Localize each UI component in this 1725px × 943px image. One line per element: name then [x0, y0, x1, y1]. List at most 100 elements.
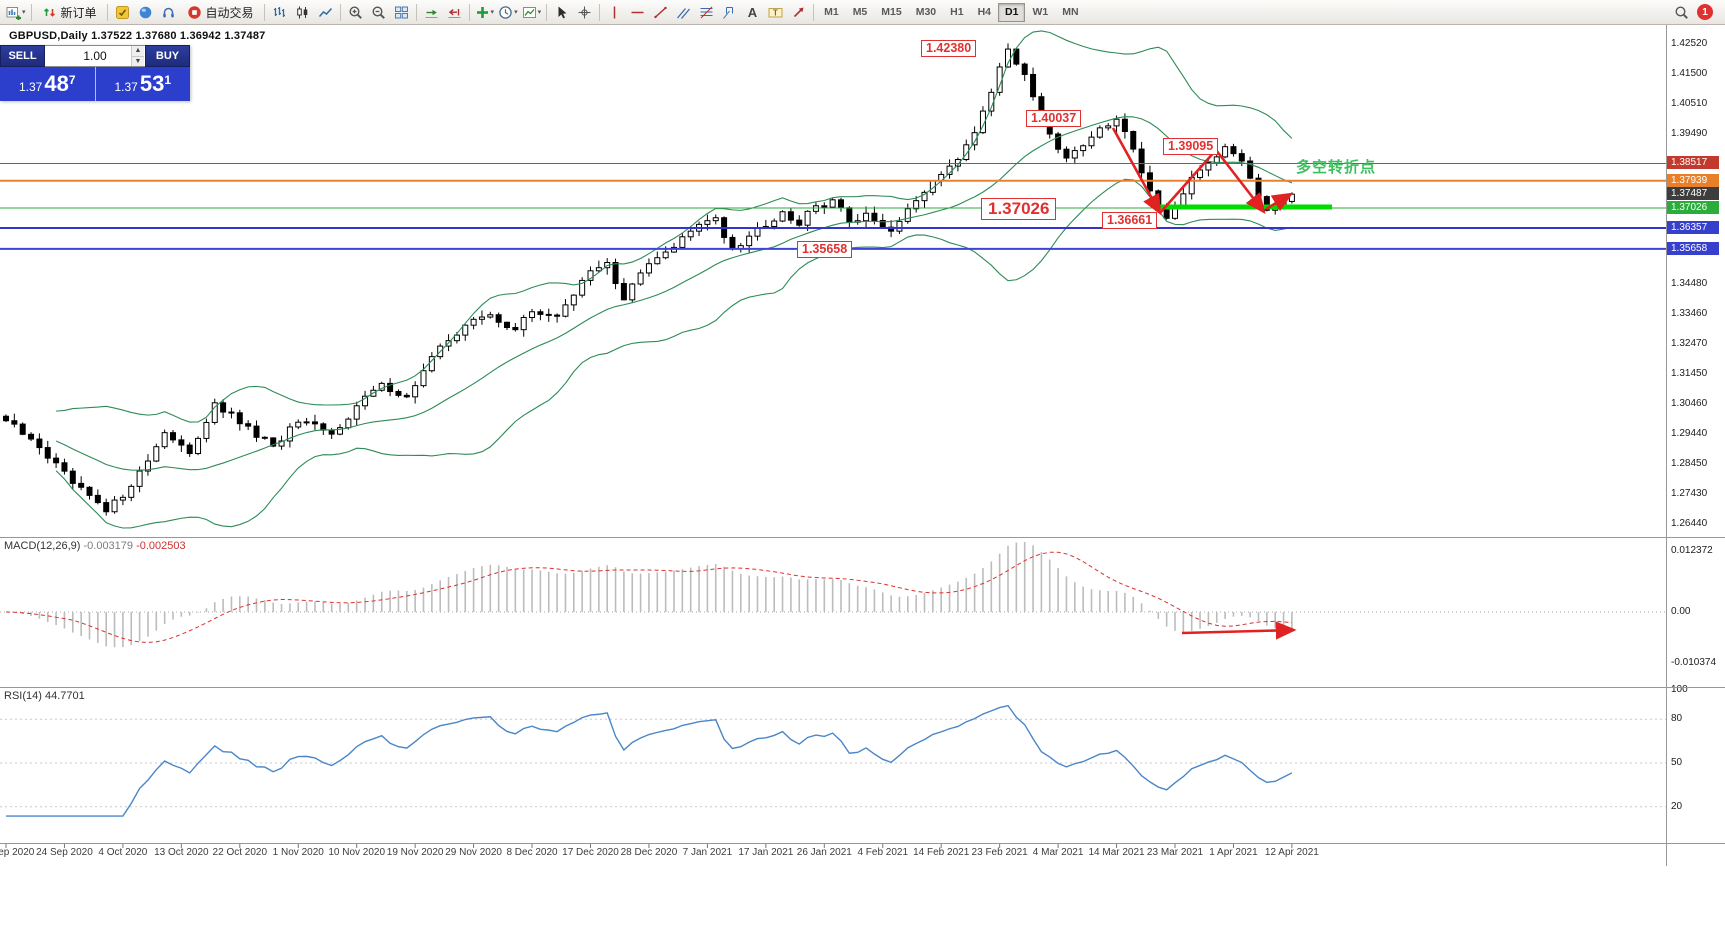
price-annotation[interactable]: 1.36661	[1102, 212, 1158, 229]
fibonacci-icon	[699, 5, 714, 20]
trend-arrows-annotation	[1111, 127, 1294, 216]
support-zone-line	[1156, 204, 1332, 210]
macd-arrow-annotation	[1181, 621, 1297, 640]
sell-price[interactable]: 1.37 48 7	[0, 67, 96, 101]
volume-up-button[interactable]: ▲	[132, 46, 144, 56]
new-chart-icon[interactable]: ▾	[4, 2, 28, 23]
channel-icon[interactable]	[672, 2, 695, 23]
horizontal-line-icon[interactable]	[626, 2, 649, 23]
price-annotation[interactable]: 1.40037	[1026, 110, 1082, 127]
chevron-down-icon: ▾	[514, 9, 518, 16]
volume-down-button[interactable]: ▼	[132, 55, 144, 66]
refresh-icon[interactable]	[134, 2, 157, 23]
sell-price-big: 48	[44, 71, 69, 96]
timeframe-mn-button[interactable]: MN	[1055, 3, 1085, 22]
toolbar-separator	[415, 3, 417, 21]
channel-icon	[676, 5, 691, 20]
metaeditor-icon[interactable]	[111, 2, 134, 23]
toolbar-separator	[468, 3, 470, 21]
svg-text:T: T	[773, 8, 778, 17]
vertical-line-icon[interactable]	[603, 2, 626, 23]
price-annotation[interactable]: 1.39095	[1163, 138, 1219, 155]
arrow-symbol-icon[interactable]	[787, 2, 810, 23]
timeframe-m5-button[interactable]: M5	[846, 3, 875, 22]
price-annotation[interactable]: 1.35658	[797, 241, 853, 258]
zoom-in-icon	[348, 5, 363, 20]
timeframe-m30-button[interactable]: M30	[909, 3, 943, 22]
price-annotation[interactable]: 1.37026	[981, 198, 1057, 220]
panel-separator[interactable]	[0, 687, 1725, 688]
bar-chart-icon[interactable]	[268, 2, 291, 23]
andrews-pitchfork-icon[interactable]	[718, 2, 741, 23]
crosshair-icon	[577, 5, 592, 20]
toolbar: ▾ 新订单 自动交易 ▾ ▾ ▾ A T M1 M5 M15 M30 H1 H4 D1 W1 MN 1	[0, 0, 1725, 25]
auto-scroll-icon[interactable]	[420, 2, 443, 23]
buy-button[interactable]: BUY	[145, 45, 190, 67]
rsi-panel	[0, 704, 1666, 817]
refresh-icon	[138, 5, 153, 20]
templates-icon	[522, 5, 537, 20]
rsi-label: RSI(14) 44.7701	[4, 690, 85, 702]
text-label-icon[interactable]: T	[764, 2, 787, 23]
chart-shift-icon[interactable]	[443, 2, 466, 23]
buy-price[interactable]: 1.37 53 1	[96, 67, 191, 101]
buy-price-big: 53	[139, 71, 165, 96]
indicators-icon[interactable]: ▾	[473, 2, 497, 23]
search-icon	[1674, 5, 1689, 20]
panel-separator[interactable]	[0, 843, 1725, 844]
tile-windows-icon[interactable]	[390, 2, 413, 23]
trendline-icon	[653, 5, 668, 20]
pivot-point-note[interactable]: 多空转折点	[1296, 159, 1377, 176]
indicators-icon	[475, 5, 490, 20]
timeframe-m15-button[interactable]: M15	[874, 3, 908, 22]
timeframe-w1-button[interactable]: W1	[1025, 3, 1055, 22]
volume-spinner[interactable]: ▲ ▼	[131, 46, 144, 66]
chart-shift-icon	[447, 5, 462, 20]
fibonacci-icon[interactable]	[695, 2, 718, 23]
candlestick-icon	[295, 5, 310, 20]
panel-separator[interactable]	[0, 537, 1725, 538]
macd-panel	[0, 542, 1666, 648]
text-icon[interactable]: A	[741, 2, 764, 23]
tile-windows-icon	[394, 5, 409, 20]
new-order-icon	[42, 5, 57, 20]
candlestick-icon[interactable]	[291, 2, 314, 23]
arrow-symbol-icon	[791, 5, 806, 20]
new-order-button-label: 新订单	[60, 5, 97, 20]
support-icon[interactable]	[157, 2, 180, 23]
volume-stepper[interactable]: 1.00 ▲ ▼	[45, 45, 145, 67]
chevron-down-icon: ▾	[537, 9, 542, 16]
periods-icon[interactable]: ▾	[496, 2, 520, 23]
text-label-icon: T	[768, 5, 783, 20]
timeframe-d1-button[interactable]: D1	[998, 2, 1026, 22]
line-chart-icon	[318, 5, 333, 20]
crosshair-icon[interactable]	[573, 2, 596, 23]
timeframe-h1-button[interactable]: H1	[943, 3, 970, 22]
symbol-ohlc-line: GBPUSD,Daily 1.37522 1.37680 1.36942 1.3…	[9, 30, 266, 42]
volume-value[interactable]: 1.00	[83, 49, 107, 63]
chevron-down-icon: ▾	[22, 9, 26, 16]
templates-icon[interactable]: ▾	[520, 2, 544, 23]
horizontal-line-icon	[630, 5, 645, 20]
toolbar-separator	[106, 3, 108, 21]
andrews-pitchfork-icon	[722, 5, 737, 20]
trendline-icon[interactable]	[649, 2, 672, 23]
zoom-out-icon[interactable]	[367, 2, 390, 23]
line-chart-icon[interactable]	[314, 2, 337, 23]
notification-badge[interactable]: 1	[1697, 4, 1713, 20]
sell-button[interactable]: SELL	[0, 45, 45, 67]
search-icon[interactable]	[1670, 2, 1693, 23]
toolbar-separator	[813, 3, 815, 21]
cursor-icon[interactable]	[550, 2, 573, 23]
sell-price-base: 1.37	[18, 80, 43, 94]
macd-label: MACD(12,26,9) -0.003179 -0.002503	[4, 540, 186, 552]
zoom-in-icon[interactable]	[344, 2, 367, 23]
price-axis-border[interactable]	[1666, 25, 1667, 866]
price-annotation[interactable]: 1.42380	[921, 40, 977, 57]
autotrade-button[interactable]: 自动交易	[180, 2, 261, 23]
timeframe-h4-button[interactable]: H4	[971, 3, 998, 22]
timeframe-m1-button[interactable]: M1	[817, 3, 846, 22]
new-order-button[interactable]: 新订单	[35, 2, 104, 23]
